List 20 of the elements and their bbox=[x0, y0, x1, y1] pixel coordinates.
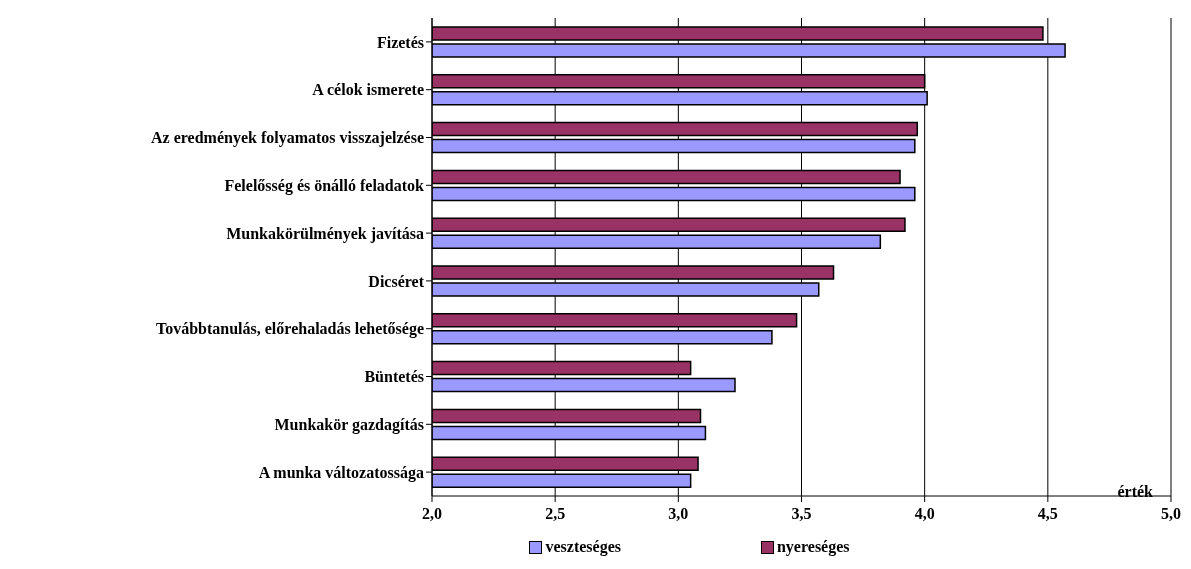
legend-label: nyereséges bbox=[775, 538, 850, 556]
y-tick-label: Továbbtanulás, előrehaladás lehetősége bbox=[155, 320, 424, 339]
x-tick-label: 3,0 bbox=[668, 505, 689, 523]
y-tick-label: A munka változatossága bbox=[258, 463, 424, 482]
y-tick-label: Dicséret bbox=[368, 272, 425, 290]
y-tick-label: Felelősség és önálló feladatok bbox=[224, 176, 425, 195]
x-tick-label: 4,0 bbox=[914, 505, 935, 523]
legend-label: veszteséges bbox=[544, 538, 621, 556]
y-tick-label: Fizetés bbox=[376, 33, 424, 51]
x-tick-label: 2,0 bbox=[422, 505, 442, 523]
x-tick-label: 4,5 bbox=[1037, 505, 1058, 523]
x-tick-label: 2,5 bbox=[545, 505, 566, 523]
y-tick-label: Munkakör gazdagítás bbox=[274, 415, 424, 434]
y-tick-label: Büntetés bbox=[364, 368, 424, 386]
x-axis-title: érték bbox=[1117, 483, 1153, 501]
y-tick-label: A célok ismerete bbox=[312, 81, 424, 99]
x-tick-label: 3,5 bbox=[791, 505, 812, 523]
y-tick-label: Az eredmények folyamatos visszajelzése bbox=[151, 129, 424, 148]
y-tick-label: Munkakörülmények javítása bbox=[226, 224, 424, 243]
x-tick-label: 5,0 bbox=[1161, 505, 1181, 523]
